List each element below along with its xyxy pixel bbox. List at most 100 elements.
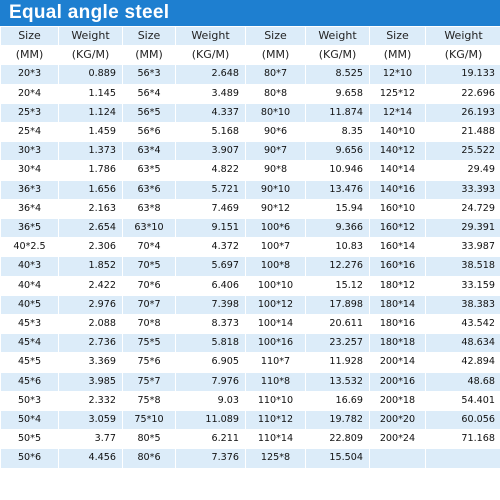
weight-cell: 2.654 [59, 219, 122, 238]
size-cell: 110*12 [246, 411, 305, 430]
weight-cell: 9.656 [306, 142, 369, 161]
weight-cell: 7.398 [176, 295, 245, 315]
size-unit: (MM) [123, 46, 175, 65]
size-cell: 63*4 [123, 142, 175, 161]
weight-cell: 5.721 [176, 180, 245, 199]
size-cell: 12*14 [370, 103, 425, 123]
weight-cell: 38.383 [426, 295, 500, 315]
size-cell: 180*18 [370, 334, 425, 353]
weight-cell: 25.522 [426, 142, 500, 161]
weight-cell: 2.332 [59, 391, 122, 411]
table-row: 40*5 2.976 70*7 7.398 100*12 17.898 180*14 38.3… [1, 295, 500, 315]
weight-cell: 19.133 [426, 65, 500, 84]
size-cell: 180*14 [370, 295, 425, 315]
size-cell: 36*4 [1, 199, 58, 219]
size-cell: 63*10 [123, 219, 175, 238]
weight-cell: 2.648 [176, 65, 245, 84]
weight-cell: 3.985 [59, 372, 122, 391]
size-unit: (MM) [1, 46, 58, 65]
column-header-weight: Weight [176, 27, 245, 46]
size-cell: 56*4 [123, 84, 175, 103]
weight-cell: 7.469 [176, 199, 245, 219]
size-cell: 70*8 [123, 315, 175, 334]
size-cell: 125*12 [370, 84, 425, 103]
weight-cell: 2.422 [59, 276, 122, 295]
weight-cell: 11.928 [306, 353, 369, 372]
weight-cell: 0.889 [59, 65, 122, 84]
size-cell: 80*7 [246, 65, 305, 84]
size-cell: 100*6 [246, 219, 305, 238]
weight-cell: 71.168 [426, 430, 500, 449]
size-cell: 36*3 [1, 180, 58, 199]
size-cell: 110*14 [246, 430, 305, 449]
size-cell: 90*7 [246, 142, 305, 161]
weight-unit: (KG/M) [306, 46, 369, 65]
table-row: 25*3 1.124 56*5 4.337 80*10 11.874 12*14 26.193 [1, 103, 500, 123]
column-header-weight: Weight [426, 27, 500, 46]
weight-cell: 54.401 [426, 391, 500, 411]
size-cell: 90*10 [246, 180, 305, 199]
weight-cell: 33.987 [426, 238, 500, 257]
weight-cell: 29.49 [426, 161, 500, 180]
size-cell: 110*8 [246, 372, 305, 391]
size-cell: 40*2.5 [1, 238, 58, 257]
table-row: 50*6 4.456 80*6 7.376 125*8 15.504 [1, 449, 500, 468]
size-cell: 80*8 [246, 84, 305, 103]
weight-cell: 2.088 [59, 315, 122, 334]
table-row: 36*5 2.654 63*10 9.151 100*6 9.366 160*12 29.39… [1, 219, 500, 238]
weight-cell: 24.729 [426, 199, 500, 219]
size-cell: 200*24 [370, 430, 425, 449]
column-header-size: Size [123, 27, 175, 46]
size-cell: 12*10 [370, 65, 425, 84]
weight-cell: 22.809 [306, 430, 369, 449]
weight-cell: 3.059 [59, 411, 122, 430]
weight-unit: (KG/M) [426, 46, 500, 65]
size-cell: 110*10 [246, 391, 305, 411]
size-cell: 63*8 [123, 199, 175, 219]
size-cell: 70*7 [123, 295, 175, 315]
size-cell: 75*8 [123, 391, 175, 411]
size-cell: 45*3 [1, 315, 58, 334]
size-cell: 125*8 [246, 449, 305, 468]
weight-cell: 12.276 [306, 257, 369, 276]
size-cell: 56*6 [123, 123, 175, 142]
weight-cell: 19.782 [306, 411, 369, 430]
size-cell: 160*10 [370, 199, 425, 219]
size-cell: 200*20 [370, 411, 425, 430]
weight-cell: 2.976 [59, 295, 122, 315]
table-row: 45*6 3.985 75*7 7.976 110*8 13.532 200*16 48.68 [1, 372, 500, 391]
size-cell: 70*4 [123, 238, 175, 257]
size-cell: 140*12 [370, 142, 425, 161]
table-row: 45*4 2.736 75*5 5.818 100*16 23.257 180*18 48.6… [1, 334, 500, 353]
weight-cell: 1.459 [59, 123, 122, 142]
column-header-size: Size [246, 27, 305, 46]
size-cell: 200*18 [370, 391, 425, 411]
weight-cell: 1.145 [59, 84, 122, 103]
column-header-weight: Weight [59, 27, 122, 46]
size-cell: 90*8 [246, 161, 305, 180]
table-row: 50*3 2.332 75*8 9.03 110*10 16.69 200*18 54.401 [1, 391, 500, 411]
column-header-size: Size [370, 27, 425, 46]
weight-cell: 13.532 [306, 372, 369, 391]
size-cell: 110*7 [246, 353, 305, 372]
weight-cell: 11.089 [176, 411, 245, 430]
size-cell: 70*6 [123, 276, 175, 295]
size-cell: 80*5 [123, 430, 175, 449]
size-cell: 40*5 [1, 295, 58, 315]
units-row: (MM) (KG/M) (MM) (KG/M) (MM) (KG/M) (MM)… [1, 46, 500, 65]
weight-cell: 38.518 [426, 257, 500, 276]
size-cell: 63*5 [123, 161, 175, 180]
weight-cell: 3.369 [59, 353, 122, 372]
weight-cell: 3.77 [59, 430, 122, 449]
size-cell: 63*6 [123, 180, 175, 199]
size-cell: 45*5 [1, 353, 58, 372]
weight-unit: (KG/M) [59, 46, 122, 65]
weight-cell: 4.822 [176, 161, 245, 180]
weight-cell: 8.35 [306, 123, 369, 142]
weight-cell: 17.898 [306, 295, 369, 315]
size-cell: 100*10 [246, 276, 305, 295]
weight-cell: 7.376 [176, 449, 245, 468]
column-header-size: Size [1, 27, 58, 46]
weight-cell: 2.306 [59, 238, 122, 257]
